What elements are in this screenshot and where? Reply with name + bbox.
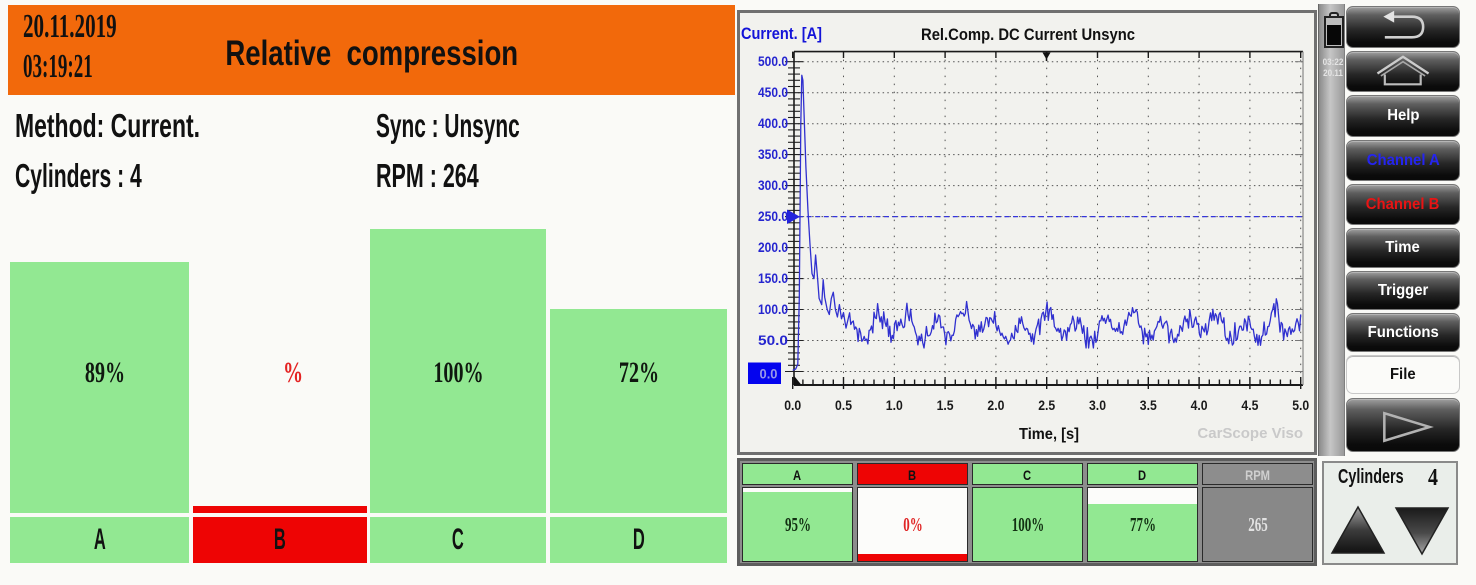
svg-text:2.5: 2.5 (1038, 397, 1055, 413)
svg-text:50.0: 50.0 (758, 333, 788, 348)
svg-text:4.5: 4.5 (1241, 397, 1258, 413)
svg-text:200.0: 200.0 (758, 240, 788, 255)
svg-text:0.0: 0.0 (784, 397, 801, 413)
svg-text:3.0: 3.0 (1089, 397, 1106, 413)
svg-text:300.0: 300.0 (758, 178, 788, 193)
svg-text:400.0: 400.0 (758, 116, 788, 131)
svg-text:1.0: 1.0 (886, 397, 903, 413)
svg-text:350.0: 350.0 (758, 147, 788, 162)
svg-text:500.0: 500.0 (758, 54, 788, 69)
svg-text:100.0: 100.0 (758, 302, 788, 317)
svg-text:150.0: 150.0 (758, 271, 788, 286)
svg-text:0.5: 0.5 (835, 397, 852, 413)
svg-text:Time, [s]: Time, [s] (1019, 426, 1079, 443)
svg-text:3.5: 3.5 (1140, 397, 1157, 413)
svg-text:2.0: 2.0 (987, 397, 1004, 413)
svg-text:1.5: 1.5 (937, 397, 954, 413)
svg-text:250.0: 250.0 (758, 209, 788, 224)
svg-text:4.0: 4.0 (1191, 397, 1208, 413)
svg-text:Current. [A]: Current. [A] (741, 24, 822, 43)
svg-text:0.0: 0.0 (760, 367, 778, 382)
svg-text:Rel.Comp. DC Current Unsync: Rel.Comp. DC Current Unsync (921, 26, 1135, 44)
svg-text:450.0: 450.0 (758, 85, 788, 100)
svg-text:CarScope Viso: CarScope Viso (1197, 425, 1303, 442)
svg-text:5.0: 5.0 (1292, 397, 1309, 413)
